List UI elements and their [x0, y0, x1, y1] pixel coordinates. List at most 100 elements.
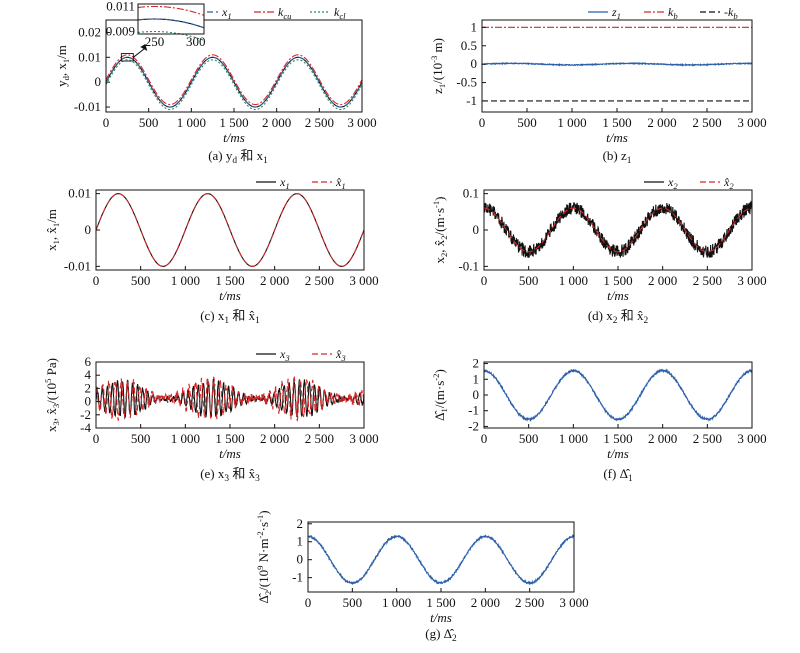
y-tick-label: 0 — [473, 387, 480, 402]
series-line — [484, 207, 752, 253]
chart-panel-b: 0 500 1 000 1 500 2 000 2 500 3 000 -1 -0.5 0 0.5 1… — [429, 5, 767, 166]
x-tick-label: 2 500 — [305, 273, 334, 288]
x-tick-label: 2 500 — [305, 431, 334, 446]
x-tick-label: 2 000 — [260, 273, 289, 288]
x-tick-label: 3 000 — [737, 115, 766, 130]
y-tick-label: 0.01 — [68, 186, 91, 201]
y-axis-label: Δ̂2​/(109​ N·m-2​·s-1​) — [255, 510, 273, 603]
zoom-arrow — [133, 47, 146, 58]
y-tick-label: 2 — [297, 516, 304, 531]
legend-label: z1​ — [611, 5, 621, 21]
panel-caption: (f) Δ̂1​ — [603, 466, 633, 484]
x-tick-label: 3 000 — [349, 273, 378, 288]
series-line — [96, 193, 364, 267]
x-tick-label: 3 000 — [349, 431, 378, 446]
x-tick-label: 1 000 — [559, 273, 588, 288]
x-tick-label: 0 — [479, 115, 486, 130]
x-tick-label: 0 — [481, 273, 488, 288]
plot-area — [484, 200, 752, 258]
chart-panel-d: 0 500 1 000 1 500 2 000 2 500 3 000-0.100.1t/m… — [431, 175, 767, 326]
y-tick-label: 0.02 — [78, 24, 101, 39]
plot-area — [96, 376, 364, 422]
x-tick-label: 1 000 — [559, 431, 588, 446]
plot-area — [484, 368, 752, 422]
x-tick-label: 1 000 — [171, 273, 200, 288]
y-axis-label: z1​/(10-3​ m) — [429, 38, 447, 94]
x-tick-label: 2 500 — [305, 115, 334, 130]
y-tick-label: 0 — [297, 552, 304, 567]
x-tick-label: 500 — [131, 273, 151, 288]
chart-panel-f: 0 500 1 000 1 500 2 000 2 500 3 000-2-1012t/ms… — [431, 356, 767, 484]
x-tick-label: 2 500 — [693, 273, 722, 288]
legend: x3​ x̂3​ — [256, 347, 346, 363]
plot-frame — [481, 19, 753, 113]
x-axis-label: t/ms — [219, 446, 241, 461]
x-tick-label: 3 000 — [347, 115, 376, 130]
x-tick-label: 2 500 — [693, 431, 722, 446]
y-tick-label: -2 — [80, 407, 91, 422]
legend-label: kcu​ — [278, 5, 291, 21]
inset: 250 300 0.009 0.011 — [106, 0, 206, 62]
inset-series-line — [137, 30, 205, 41]
series-line — [106, 59, 362, 111]
x-axis-label: t/ms — [607, 288, 629, 303]
x-tick-label: 0 — [93, 431, 100, 446]
inset-x-tick-label: 300 — [186, 34, 206, 49]
y-tick-label: -1 — [292, 570, 303, 585]
y-tick-label: 2 — [85, 380, 92, 395]
x-tick-label: 2 500 — [515, 595, 544, 610]
x-axis-label: t/ms — [223, 130, 245, 145]
x-tick-label: 2 500 — [692, 115, 721, 130]
inset-y-tick-label: 0.009 — [106, 24, 135, 39]
x-tick-label: 2 000 — [647, 115, 676, 130]
y-tick-label: -4 — [80, 420, 91, 435]
x-tick-label: 2 000 — [260, 431, 289, 446]
x-tick-label: 500 — [139, 115, 159, 130]
series-line — [484, 200, 752, 258]
plot-area — [106, 54, 362, 111]
y-tick-label: 0.01 — [78, 49, 101, 64]
y-axis-label: x1​, x̂1​/m — [44, 209, 61, 251]
y-tick-label: 1 — [473, 371, 480, 386]
chart-panel-a: 0 500 1 000 1 500 2 000 2 500 3 000-0.0100.010… — [54, 0, 377, 166]
x-tick-label: 1 500 — [602, 115, 631, 130]
inset-x-tick-label: 250 — [145, 34, 165, 49]
y-tick-label: -2 — [468, 418, 479, 433]
x-axis-label: t/ms — [607, 446, 629, 461]
series-line — [96, 376, 364, 422]
y-tick-label: 1 — [471, 19, 478, 34]
zoom-arrowhead — [140, 44, 148, 51]
series-line — [106, 56, 362, 108]
x-tick-label: 0 — [481, 431, 488, 446]
x-tick-label: 2 000 — [471, 595, 500, 610]
legend-label: x̂2​ — [723, 175, 734, 191]
x-tick-label: 3 000 — [737, 431, 766, 446]
x-tick-label: 1 000 — [557, 115, 586, 130]
x-tick-label: 1 000 — [382, 595, 411, 610]
x-tick-label: 0 — [103, 115, 110, 130]
inset-y-tick-label: 0.011 — [106, 0, 135, 14]
x-tick-label: 500 — [519, 431, 539, 446]
legend: x2​ x̂2​ — [644, 175, 734, 191]
x-tick-label: 2 000 — [262, 115, 291, 130]
plot-area — [482, 26, 752, 102]
y-tick-label: 1 — [297, 534, 304, 549]
x-axis-label: t/ms — [219, 288, 241, 303]
x-tick-label: 2 000 — [648, 273, 677, 288]
x-tick-label: 500 — [131, 431, 151, 446]
legend-label: kcl​ — [334, 5, 346, 21]
panel-caption: (d) x2​ 和 x̂2​ — [588, 308, 649, 326]
panel-caption: (e) x3​ 和 x̂3​ — [200, 466, 260, 484]
x-tick-label: 1 500 — [215, 431, 244, 446]
legend-label: kb​ — [668, 5, 678, 21]
legend-label: x3​ — [279, 347, 290, 363]
x-tick-label: 500 — [517, 115, 537, 130]
y-tick-label: -0.5 — [456, 75, 477, 90]
x-tick-label: 1 500 — [426, 595, 455, 610]
y-tick-label: 2 — [473, 356, 480, 371]
y-tick-label: 0 — [473, 222, 480, 237]
plot-area — [308, 533, 574, 586]
series-line — [106, 54, 362, 106]
y-axis-label: x3​, x̂3​/(105​ Pa) — [43, 358, 61, 432]
